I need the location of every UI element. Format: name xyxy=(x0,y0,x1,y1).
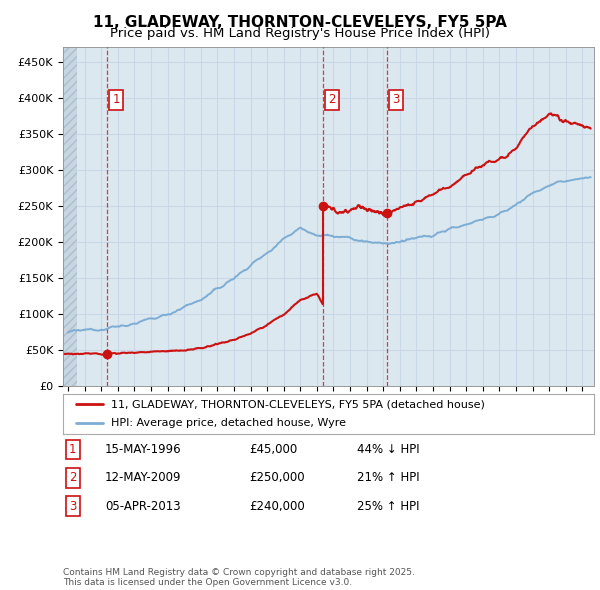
Text: 25% ↑ HPI: 25% ↑ HPI xyxy=(357,500,419,513)
Text: 21% ↑ HPI: 21% ↑ HPI xyxy=(357,471,419,484)
Text: £240,000: £240,000 xyxy=(249,500,305,513)
Text: 2: 2 xyxy=(328,93,335,106)
Text: 3: 3 xyxy=(392,93,400,106)
Text: £250,000: £250,000 xyxy=(249,471,305,484)
Text: 05-APR-2013: 05-APR-2013 xyxy=(105,500,181,513)
Text: Price paid vs. HM Land Registry's House Price Index (HPI): Price paid vs. HM Land Registry's House … xyxy=(110,27,490,40)
Text: 12-MAY-2009: 12-MAY-2009 xyxy=(105,471,182,484)
Text: 1: 1 xyxy=(112,93,120,106)
Text: Contains HM Land Registry data © Crown copyright and database right 2025.
This d: Contains HM Land Registry data © Crown c… xyxy=(63,568,415,587)
Text: HPI: Average price, detached house, Wyre: HPI: Average price, detached house, Wyre xyxy=(111,418,346,428)
Text: 3: 3 xyxy=(69,500,76,513)
Text: 2: 2 xyxy=(69,471,77,484)
Text: 44% ↓ HPI: 44% ↓ HPI xyxy=(357,443,419,456)
Text: 15-MAY-1996: 15-MAY-1996 xyxy=(105,443,182,456)
Bar xyxy=(63,47,77,386)
Text: 1: 1 xyxy=(69,443,77,456)
Text: 11, GLADEWAY, THORNTON-CLEVELEYS, FY5 5PA (detached house): 11, GLADEWAY, THORNTON-CLEVELEYS, FY5 5P… xyxy=(111,399,485,409)
Text: £45,000: £45,000 xyxy=(249,443,297,456)
Text: 11, GLADEWAY, THORNTON-CLEVELEYS, FY5 5PA: 11, GLADEWAY, THORNTON-CLEVELEYS, FY5 5P… xyxy=(93,15,507,30)
